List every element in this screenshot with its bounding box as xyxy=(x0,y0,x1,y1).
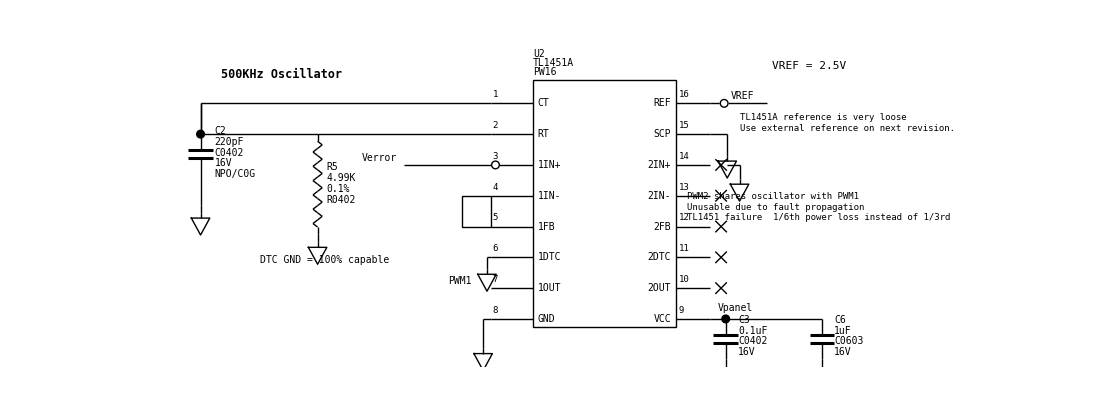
Text: U2: U2 xyxy=(533,49,545,59)
Text: RT: RT xyxy=(538,129,550,139)
Text: C0603: C0603 xyxy=(834,336,864,346)
Text: 2: 2 xyxy=(493,121,498,130)
Text: 1DTC: 1DTC xyxy=(538,252,561,262)
Text: 500KHz Oscillator: 500KHz Oscillator xyxy=(222,68,343,81)
Text: 0.1%: 0.1% xyxy=(327,184,350,194)
Text: 13: 13 xyxy=(679,183,690,192)
Text: C6: C6 xyxy=(834,315,846,325)
Text: NPO/C0G: NPO/C0G xyxy=(215,169,256,179)
Circle shape xyxy=(722,315,730,323)
Text: 2FB: 2FB xyxy=(653,222,671,232)
Text: 1: 1 xyxy=(493,90,498,99)
Text: 11: 11 xyxy=(679,244,690,253)
Text: VREF = 2.5V: VREF = 2.5V xyxy=(771,61,846,71)
Text: 1FB: 1FB xyxy=(538,222,555,232)
Text: 12: 12 xyxy=(679,213,690,222)
Circle shape xyxy=(491,161,499,169)
Text: GND: GND xyxy=(538,314,555,324)
Text: R5: R5 xyxy=(327,162,338,172)
Text: Verror: Verror xyxy=(361,153,397,163)
Circle shape xyxy=(197,130,204,138)
Text: CT: CT xyxy=(538,98,550,108)
Text: 1IN-: 1IN- xyxy=(538,191,561,201)
Text: Unusable due to fault propagation: Unusable due to fault propagation xyxy=(688,203,865,212)
Text: 1IN+: 1IN+ xyxy=(538,160,561,170)
Text: REF: REF xyxy=(653,98,671,108)
Text: 7: 7 xyxy=(493,275,498,284)
Text: DTC GND = 100% capable: DTC GND = 100% capable xyxy=(260,255,389,265)
Text: 8: 8 xyxy=(493,306,498,315)
Bar xyxy=(462,196,490,227)
Text: 2OUT: 2OUT xyxy=(648,283,671,293)
Circle shape xyxy=(721,99,728,107)
Bar xyxy=(533,80,676,327)
Text: 15: 15 xyxy=(679,121,690,130)
Text: C2: C2 xyxy=(215,126,226,136)
Text: SCP: SCP xyxy=(653,129,671,139)
Text: 5: 5 xyxy=(493,213,498,222)
Text: TL1451 failure  1/6th power loss instead of 1/3rd: TL1451 failure 1/6th power loss instead … xyxy=(688,213,951,222)
Text: PW16: PW16 xyxy=(533,67,557,77)
Text: 220pF: 220pF xyxy=(215,137,244,147)
Text: 3: 3 xyxy=(493,152,498,161)
Text: 6: 6 xyxy=(493,244,498,253)
Text: 16: 16 xyxy=(679,90,690,99)
Text: Use external reference on next revision.: Use external reference on next revision. xyxy=(739,124,954,133)
Text: VCC: VCC xyxy=(653,314,671,324)
Text: TL1451A reference is very loose: TL1451A reference is very loose xyxy=(739,113,906,122)
Text: 0.1uF: 0.1uF xyxy=(738,325,767,335)
Text: VREF: VREF xyxy=(731,91,754,101)
Text: 10: 10 xyxy=(679,275,690,284)
Text: 4: 4 xyxy=(493,183,498,192)
Text: 2DTC: 2DTC xyxy=(648,252,671,262)
Text: 1OUT: 1OUT xyxy=(538,283,561,293)
Text: 2IN-: 2IN- xyxy=(648,191,671,201)
Text: 2IN+: 2IN+ xyxy=(648,160,671,170)
Text: 16V: 16V xyxy=(215,158,233,169)
Text: 16V: 16V xyxy=(738,347,756,357)
Text: R0402: R0402 xyxy=(327,194,356,205)
Text: PWM1: PWM1 xyxy=(447,276,472,286)
Text: C3: C3 xyxy=(738,315,749,325)
Text: C0402: C0402 xyxy=(215,147,244,158)
Text: 14: 14 xyxy=(679,152,690,161)
Text: 1uF: 1uF xyxy=(834,325,852,335)
Text: Vpanel: Vpanel xyxy=(719,303,754,313)
Text: TL1451A: TL1451A xyxy=(533,58,574,68)
Text: PWM2 shares oscillator with PWM1: PWM2 shares oscillator with PWM1 xyxy=(688,192,860,201)
Text: C0402: C0402 xyxy=(738,336,767,346)
Text: 4.99K: 4.99K xyxy=(327,173,356,183)
Text: 16V: 16V xyxy=(834,347,852,357)
Text: 9: 9 xyxy=(679,306,684,315)
